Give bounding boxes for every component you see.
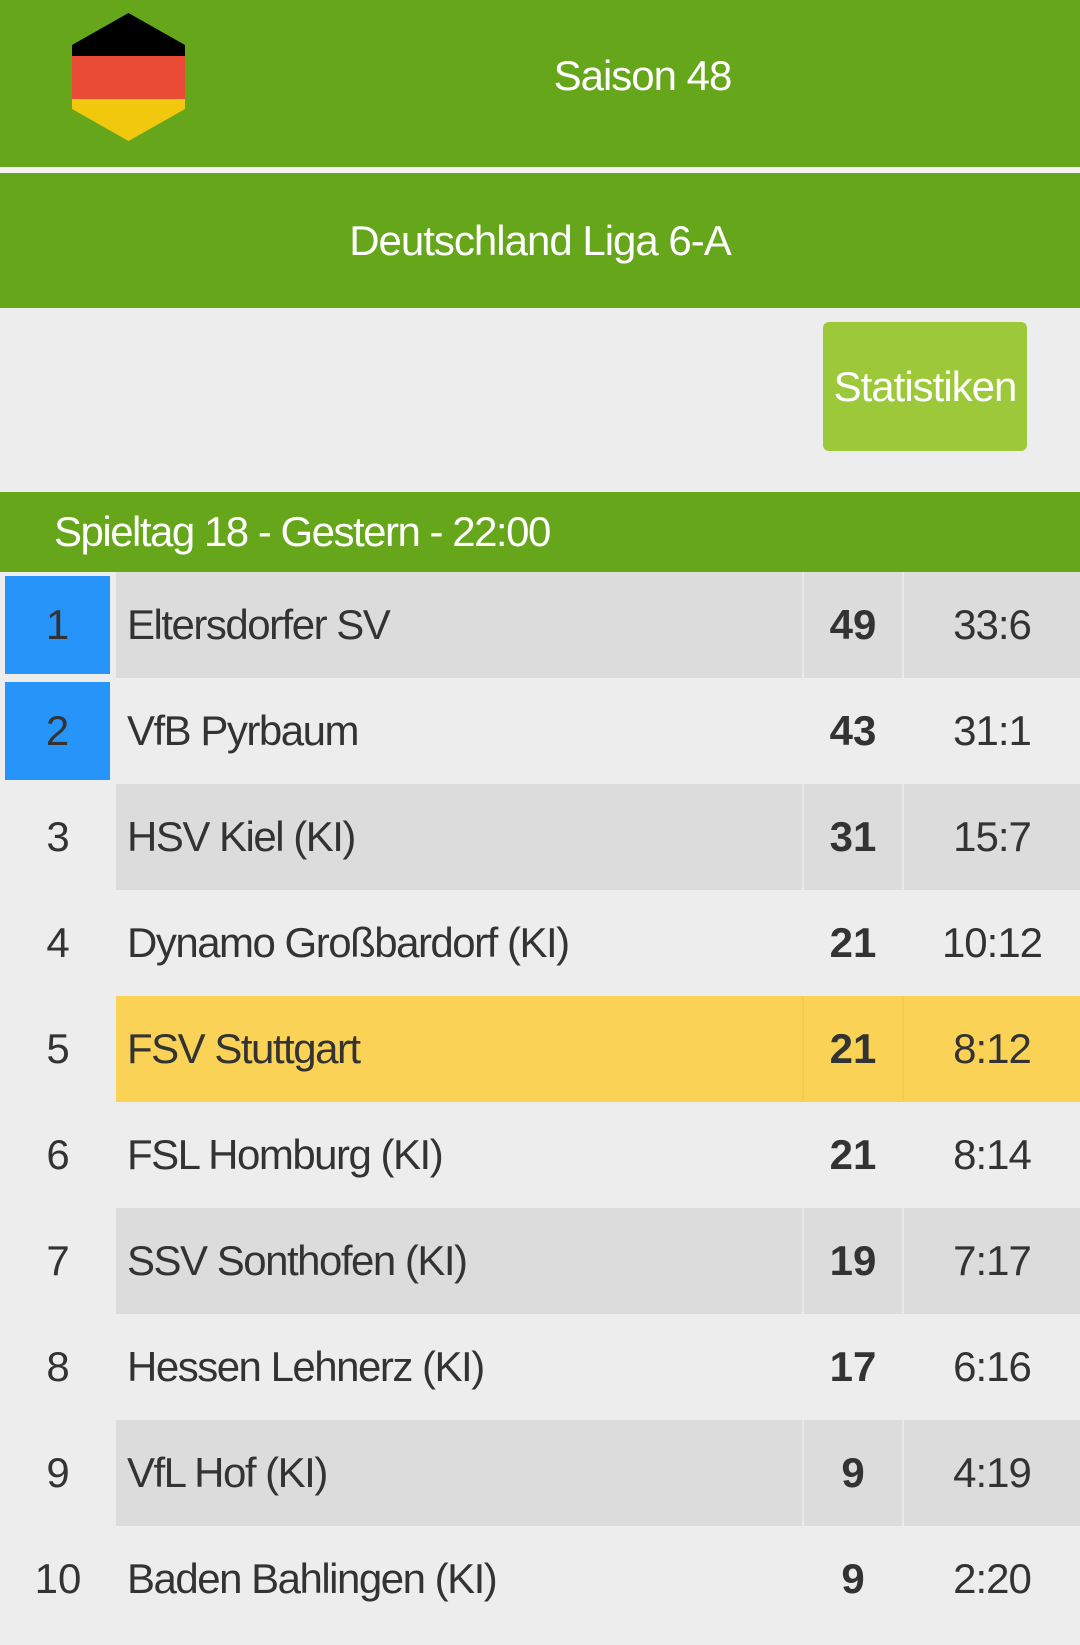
goal-difference: 2:20 — [953, 1555, 1032, 1602]
header-divider — [0, 167, 1080, 173]
team-name[interactable]: Dynamo Großbardorf (KI) — [127, 919, 570, 966]
goal-difference: 6:16 — [953, 1343, 1032, 1390]
rank-number: 9 — [46, 1449, 70, 1496]
points: 19 — [802, 1208, 904, 1314]
table-row[interactable]: 3 HSV Kiel (KI) 31 15:7 — [0, 784, 1080, 890]
points: 9 — [841, 1555, 865, 1602]
points: 17 — [829, 1343, 877, 1390]
team-name[interactable]: VfB Pyrbaum — [127, 707, 359, 754]
points: 49 — [802, 572, 904, 678]
matchday-header: Spieltag 18 - Gestern - 22:00 — [0, 492, 1080, 572]
rank-number: 8 — [46, 1343, 70, 1390]
team-name[interactable]: SSV Sonthofen (KI) — [127, 1237, 468, 1284]
team-name[interactable]: Eltersdorfer SV — [127, 601, 391, 648]
goal-difference: 10:12 — [941, 919, 1043, 966]
team-cells: FSL Homburg (KI) 21 8:14 — [116, 1102, 1080, 1208]
table-row[interactable]: 6 FSL Homburg (KI) 21 8:14 — [0, 1102, 1080, 1208]
statistics-button[interactable]: Statistiken — [823, 322, 1027, 451]
rank-number: 3 — [46, 813, 70, 860]
team-name[interactable]: VfL Hof (KI) — [127, 1449, 328, 1496]
team-cells: Dynamo Großbardorf (KI) 21 10:12 — [116, 890, 1080, 996]
points: 9 — [802, 1420, 904, 1526]
team-cells: Hessen Lehnerz (KI) 17 6:16 — [116, 1314, 1080, 1420]
goal-difference: 33:6 — [953, 601, 1032, 648]
rank-number: 2 — [45, 707, 70, 754]
goal-difference: 7:17 — [953, 1237, 1032, 1284]
team-cells: Baden Bahlingen (KI) 9 2:20 — [116, 1526, 1080, 1632]
table-row[interactable]: 1 Eltersdorfer SV 49 33:6 — [0, 572, 1080, 678]
team-cells: HSV Kiel (KI) 31 15:7 — [116, 784, 1080, 890]
rank-number: 10 — [34, 1555, 82, 1602]
table-row[interactable]: 9 VfL Hof (KI) 9 4:19 — [0, 1420, 1080, 1526]
promotion-badge: 2 — [5, 682, 110, 780]
goal-difference: 8:12 — [953, 1025, 1032, 1072]
table-row[interactable]: 7 SSV Sonthofen (KI) 19 7:17 — [0, 1208, 1080, 1314]
points: 21 — [829, 1131, 877, 1178]
table-row[interactable]: 8 Hessen Lehnerz (KI) 17 6:16 — [0, 1314, 1080, 1420]
table-row[interactable]: 2 VfB Pyrbaum 43 31:1 — [0, 678, 1080, 784]
goal-difference: 15:7 — [953, 813, 1032, 860]
matchday-label: Spieltag 18 - Gestern - 22:00 — [54, 508, 551, 555]
rank-number: 6 — [46, 1131, 70, 1178]
table-row[interactable]: 4 Dynamo Großbardorf (KI) 21 10:12 — [0, 890, 1080, 996]
team-cells: FSV Stuttgart 21 8:12 — [116, 996, 1080, 1102]
standings-table: 1 Eltersdorfer SV 49 33:6 2 VfB Pyrbaum … — [0, 572, 1080, 1632]
rank-number: 7 — [46, 1237, 70, 1284]
season-title: Saison 48 — [553, 52, 733, 99]
promotion-badge: 1 — [5, 576, 110, 674]
points: 21 — [802, 996, 904, 1102]
team-name[interactable]: Hessen Lehnerz (KI) — [127, 1343, 485, 1390]
germany-flag-icon[interactable] — [72, 13, 185, 141]
table-row[interactable]: 10 Baden Bahlingen (KI) 9 2:20 — [0, 1526, 1080, 1632]
goal-difference: 8:14 — [953, 1131, 1032, 1178]
points: 43 — [829, 707, 877, 754]
points: 31 — [802, 784, 904, 890]
team-cells: Eltersdorfer SV 49 33:6 — [116, 572, 1080, 678]
team-name[interactable]: HSV Kiel (KI) — [127, 813, 356, 860]
rank-number: 4 — [46, 919, 70, 966]
team-cells: SSV Sonthofen (KI) 19 7:17 — [116, 1208, 1080, 1314]
league-title: Deutschland Liga 6-A — [349, 217, 732, 264]
rank-cell: 2 — [0, 678, 116, 784]
league-header: Deutschland Liga 6-A — [0, 173, 1080, 308]
table-row-own-team[interactable]: 5 FSV Stuttgart 21 8:12 — [0, 996, 1080, 1102]
team-name[interactable]: Baden Bahlingen (KI) — [127, 1555, 498, 1602]
season-header: Saison 48 — [0, 0, 1080, 167]
points: 21 — [829, 919, 877, 966]
goal-difference: 31:1 — [953, 707, 1032, 754]
rank-number: 1 — [45, 601, 70, 648]
team-cells: VfB Pyrbaum 43 31:1 — [116, 678, 1080, 784]
rank-number: 5 — [46, 1025, 70, 1072]
team-name[interactable]: FSL Homburg (KI) — [127, 1131, 444, 1178]
rank-cell: 1 — [0, 572, 116, 678]
team-cells: VfL Hof (KI) 9 4:19 — [116, 1420, 1080, 1526]
team-name[interactable]: FSV Stuttgart — [127, 1025, 361, 1072]
goal-difference: 4:19 — [953, 1449, 1032, 1496]
